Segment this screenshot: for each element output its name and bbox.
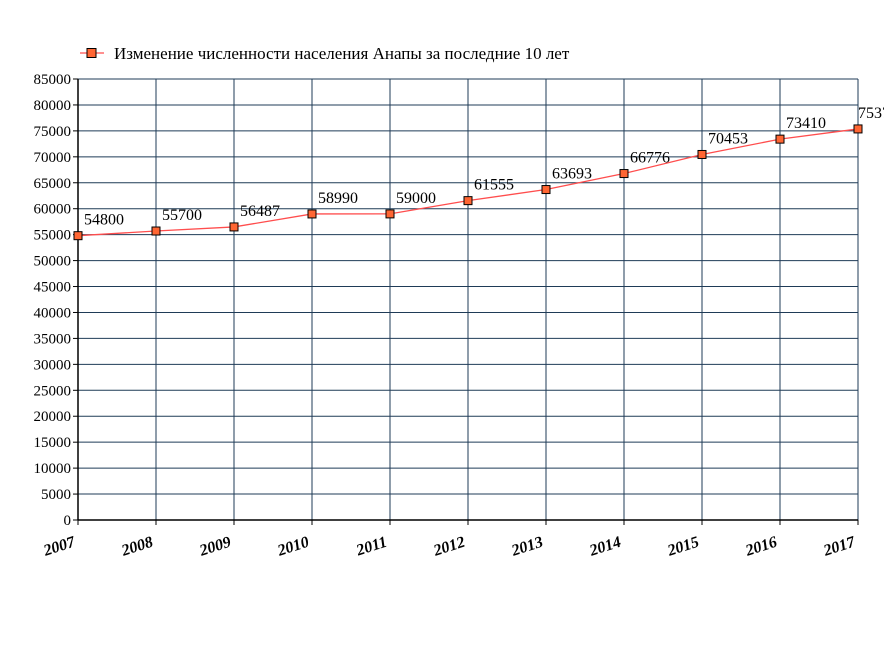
data-labels: 54800 55700 56487 58990 59000 61555 63693 66776… — [84, 105, 884, 229]
y-tick-label: 75000 — [34, 124, 72, 140]
data-label: 75375 — [858, 105, 884, 122]
legend-marker — [86, 48, 97, 58]
data-point — [619, 169, 629, 179]
y-tick-label: 80000 — [34, 98, 72, 114]
x-tick-label: 2008 — [119, 534, 156, 560]
y-tick-label: 20000 — [34, 409, 72, 425]
x-tick-label: 2013 — [509, 534, 546, 560]
legend: Изменение численности населения Анапы за… — [80, 44, 570, 63]
data-point — [385, 209, 395, 219]
data-point — [73, 231, 83, 241]
y-tick-label: 15000 — [34, 435, 72, 451]
x-tick-label: 2017 — [821, 533, 859, 560]
y-tick-label: 55000 — [34, 228, 72, 244]
y-tick-label: 5000 — [41, 487, 71, 503]
y-tick-label: 35000 — [34, 331, 72, 347]
x-tick-label: 2015 — [665, 534, 702, 560]
data-label: 59000 — [396, 190, 436, 207]
x-axis-ticks: 2007 2008 2009 2010 2011 2012 2013 2014 2015 2016… — [41, 520, 859, 560]
y-tick-label: 65000 — [34, 176, 72, 192]
x-tick-label: 2014 — [587, 534, 624, 560]
data-point — [541, 185, 551, 195]
data-label: 61555 — [474, 177, 514, 194]
y-axis-ticks: 0 5000 10000 15000 20000 25000 30000 35000 40000… — [34, 72, 78, 529]
data-point — [775, 134, 785, 144]
series-markers — [73, 124, 863, 241]
x-tick-label: 2007 — [41, 533, 79, 560]
grid — [77, 78, 859, 521]
x-tick-label: 2010 — [275, 534, 312, 560]
data-point — [307, 209, 317, 219]
data-point — [697, 149, 707, 159]
legend-label: Изменение численности населения Анапы за… — [114, 44, 570, 63]
y-tick-label: 40000 — [34, 305, 72, 321]
data-point — [853, 124, 863, 134]
data-label: 63693 — [552, 166, 592, 183]
y-tick-label: 85000 — [34, 72, 72, 88]
data-point — [229, 222, 239, 232]
y-tick-label: 0 — [64, 513, 72, 529]
data-label: 54800 — [84, 212, 124, 229]
data-point — [463, 196, 473, 206]
x-tick-label: 2011 — [353, 534, 389, 560]
data-label: 55700 — [162, 207, 202, 224]
y-tick-label: 10000 — [34, 461, 72, 477]
x-tick-label: 2009 — [197, 534, 234, 560]
y-tick-label: 25000 — [34, 383, 72, 399]
y-tick-label: 70000 — [34, 150, 72, 166]
y-tick-label: 30000 — [34, 357, 72, 373]
y-tick-label: 50000 — [34, 254, 72, 270]
data-label: 73410 — [786, 115, 826, 132]
x-tick-label: 2012 — [431, 534, 468, 560]
data-label: 66776 — [630, 150, 670, 167]
y-tick-label: 60000 — [34, 202, 72, 218]
data-label: 70453 — [708, 130, 748, 147]
data-point — [151, 226, 161, 236]
data-label: 58990 — [318, 190, 358, 207]
y-tick-label: 45000 — [34, 280, 72, 296]
x-tick-label: 2016 — [743, 534, 780, 560]
data-label: 56487 — [240, 203, 280, 220]
